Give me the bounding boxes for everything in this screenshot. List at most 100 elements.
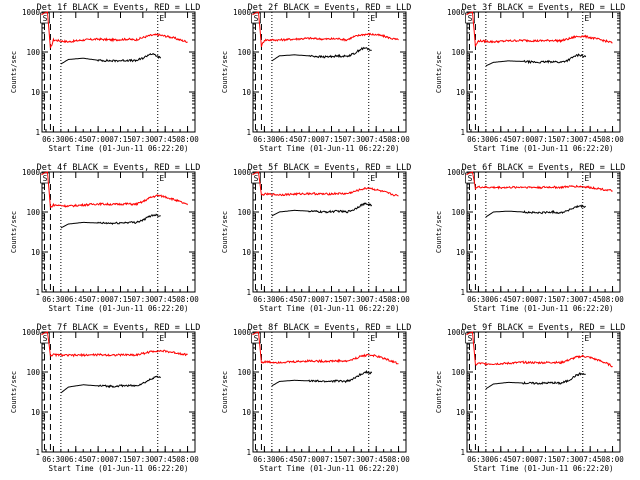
y-tick-label: 1000: [447, 328, 466, 337]
y-tick-label: 1: [246, 448, 251, 457]
x-tick-label: 07:45: [579, 455, 602, 464]
x-axis-label: Start Time (01-Jun-11 06:22:20): [49, 144, 189, 153]
x-tick-label: 08:00: [601, 455, 624, 464]
plot-frame: [41, 331, 196, 453]
end-marker-label: E: [584, 334, 589, 343]
y-tick-label: 1000: [447, 8, 466, 17]
series-lld-line: [41, 171, 188, 209]
start-marker-label: S: [254, 174, 259, 183]
x-tick-label: 07:45: [154, 135, 177, 144]
y-tick-label: 1: [460, 288, 465, 297]
panel-2: Det 2f BLACK = Events, RED = LLD Counts/s…: [221, 3, 411, 153]
x-tick-label: 06:30: [42, 295, 65, 304]
x-tick-label: 08:00: [176, 135, 199, 144]
y-tick-label: 10: [31, 408, 41, 417]
series-lld-line: [466, 331, 613, 368]
plot-frame: [466, 331, 621, 453]
y-axis-label: Counts/sec: [10, 371, 18, 413]
x-tick-label: 07:30: [557, 455, 580, 464]
y-tick-label: 1000: [22, 8, 41, 17]
x-tick-label: 07:00: [298, 455, 321, 464]
x-tick-label: 07:45: [579, 135, 602, 144]
chart-title: Det 5f BLACK = Events, RED = LLD: [248, 163, 412, 173]
x-tick-label: 06:45: [275, 135, 298, 144]
y-tick-label: 1: [246, 128, 251, 137]
series-events-line: [60, 213, 161, 229]
x-tick-label: 06:45: [64, 135, 87, 144]
end-marker-label: E: [584, 174, 589, 183]
x-tick-label: 07:45: [365, 135, 388, 144]
x-tick-label: 07:15: [320, 295, 343, 304]
series-events-line: [485, 204, 586, 218]
x-axis-label: Start Time (01-Jun-11 06:22:20): [260, 464, 400, 473]
panel-5: Det 5f BLACK = Events, RED = LLD Counts/s…: [221, 163, 411, 313]
panel-8: Det 8f BLACK = Events, RED = LLD Counts/s…: [221, 323, 411, 473]
y-tick-label: 1000: [22, 328, 41, 337]
start-marker-label: S: [254, 14, 259, 23]
chart-title: Det 7f BLACK = Events, RED = LLD: [37, 323, 201, 333]
y-tick-label: 1: [246, 288, 251, 297]
end-marker-label: E: [159, 334, 164, 343]
y-tick-label: 10: [242, 88, 252, 97]
x-tick-label: 07:15: [534, 295, 557, 304]
y-tick-label: 1: [460, 128, 465, 137]
x-tick-label: 06:30: [253, 455, 276, 464]
chart-title: Det 1f BLACK = Events, RED = LLD: [37, 3, 201, 13]
x-tick-label: 06:45: [489, 135, 512, 144]
panel-7: Det 7f BLACK = Events, RED = LLD Counts/s…: [10, 323, 200, 473]
chart-title: Det 6f BLACK = Events, RED = LLD: [462, 163, 626, 173]
y-tick-label: 10: [456, 88, 466, 97]
x-tick-label: 08:00: [176, 455, 199, 464]
panel-9: Det 9f BLACK = Events, RED = LLD Counts/s…: [435, 323, 625, 473]
x-tick-label: 06:30: [467, 135, 490, 144]
y-axis-label: Counts/sec: [10, 211, 18, 253]
chart-title: Det 8f BLACK = Events, RED = LLD: [248, 323, 412, 333]
y-axis-label: Counts/sec: [435, 371, 443, 413]
y-tick-label: 100: [451, 368, 465, 377]
end-marker-label: E: [159, 14, 164, 23]
series-lld-line: [41, 11, 188, 49]
x-tick-label: 06:30: [253, 135, 276, 144]
series-events-line: [271, 46, 372, 62]
start-marker-label: S: [43, 174, 48, 183]
y-tick-label: 100: [26, 368, 40, 377]
x-tick-label: 07:00: [298, 295, 321, 304]
x-axis-label: Start Time (01-Jun-11 06:22:20): [260, 304, 400, 313]
series-events-line: [485, 372, 586, 390]
plot-frame: [41, 11, 196, 133]
panel-3: Det 3f BLACK = Events, RED = LLD Counts/s…: [435, 3, 625, 153]
y-tick-label: 1: [460, 448, 465, 457]
x-tick-label: 07:45: [579, 295, 602, 304]
series-events-line: [271, 369, 373, 387]
x-tick-label: 07:30: [343, 295, 366, 304]
x-tick-label: 06:45: [275, 295, 298, 304]
x-tick-label: 06:45: [64, 455, 87, 464]
start-marker-label: S: [254, 334, 259, 343]
y-tick-label: 100: [237, 368, 251, 377]
x-axis-label: Start Time (01-Jun-11 06:22:20): [260, 144, 400, 153]
y-axis-label: Counts/sec: [221, 51, 229, 93]
y-tick-label: 10: [242, 248, 252, 257]
x-tick-label: 08:00: [387, 135, 410, 144]
plot-frame: [252, 171, 407, 293]
series-events-line: [485, 53, 587, 67]
x-axis-label: Start Time (01-Jun-11 06:22:20): [474, 304, 614, 313]
y-tick-label: 1: [35, 288, 40, 297]
y-tick-label: 100: [237, 48, 251, 57]
y-tick-label: 100: [26, 48, 40, 57]
x-tick-label: 07:30: [343, 135, 366, 144]
x-tick-label: 07:30: [132, 135, 155, 144]
y-tick-label: 10: [456, 248, 466, 257]
panel-6: Det 6f BLACK = Events, RED = LLD Counts/s…: [435, 163, 625, 313]
series-lld-line: [466, 11, 613, 47]
x-tick-label: 07:00: [512, 455, 535, 464]
series-lld-line: [252, 171, 399, 197]
end-marker-label: E: [584, 14, 589, 23]
y-tick-label: 10: [242, 408, 252, 417]
start-marker-label: S: [468, 174, 473, 183]
x-tick-label: 07:45: [154, 295, 177, 304]
x-tick-label: 07:15: [534, 135, 557, 144]
x-tick-label: 08:00: [387, 295, 410, 304]
plot-frame: [466, 171, 621, 293]
y-tick-label: 100: [237, 208, 251, 217]
